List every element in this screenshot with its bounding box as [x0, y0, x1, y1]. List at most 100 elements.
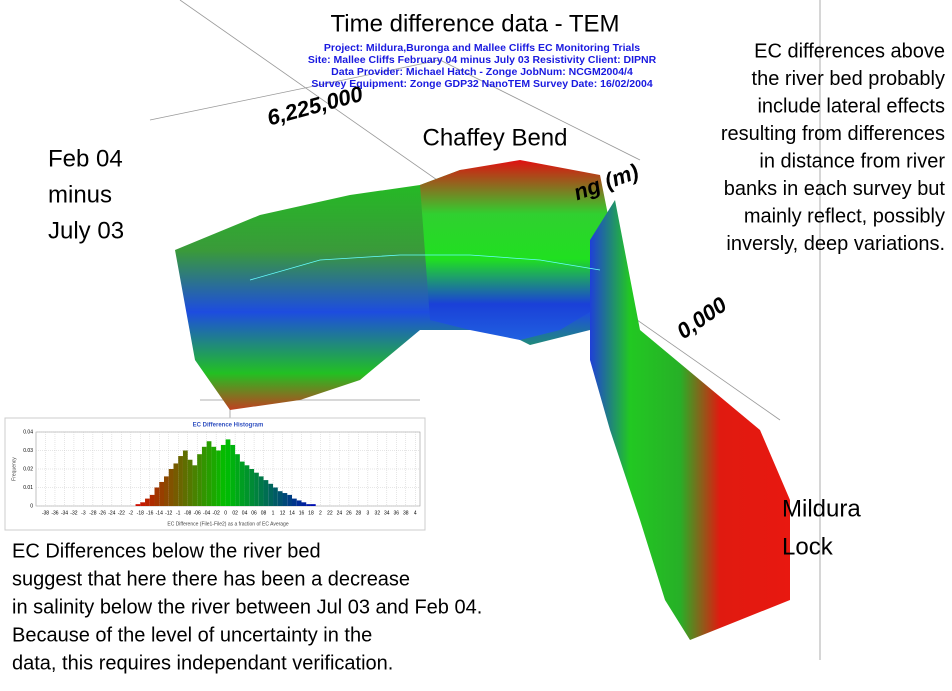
note-line: Because of the level of uncertainty in t… [12, 624, 372, 646]
x-tick-label: -02 [213, 510, 220, 516]
bar [225, 439, 231, 506]
bar [258, 476, 264, 506]
bar [296, 500, 302, 506]
histogram: EC Difference Histogram EC Difference (Fi… [4, 417, 426, 531]
note-line: EC Differences below the river bed [12, 540, 321, 562]
info-line: Project: Mildura,Buronga and Mallee Clif… [324, 42, 640, 54]
note-line: resulting from differences [721, 123, 945, 145]
x-tick-label: -22 [118, 510, 125, 516]
y-tick-label: 0.04 [23, 429, 33, 435]
bar [277, 491, 283, 506]
bar [159, 481, 164, 506]
title: Time difference data - TEM [330, 10, 619, 37]
x-tick-label: -2 [129, 510, 134, 516]
x-tick-label: 14 [289, 510, 295, 516]
note-line: in distance from river [759, 150, 945, 172]
bar [187, 459, 193, 506]
bottom-note: EC Differences below the river bed sugges… [12, 540, 482, 674]
x-tick-label: -06 [194, 510, 201, 516]
y-tick-label: 0.01 [23, 485, 33, 491]
bar [230, 444, 236, 506]
x-tick-label: -28 [89, 510, 96, 516]
easting-title: ng (m) [570, 159, 642, 205]
note-line: suggest that here there has been a decre… [12, 568, 410, 590]
x-label: EC Difference (File1-File2) as a fractio… [167, 521, 288, 527]
left-label: Feb 04 [48, 145, 123, 172]
bar [211, 446, 217, 506]
bar [164, 476, 169, 506]
x-tick-label: -38 [42, 510, 49, 516]
bar [149, 494, 155, 506]
bar [182, 450, 188, 506]
x-tick-label: 3 [366, 510, 369, 516]
x-tick-label: 1 [272, 510, 275, 516]
bar [239, 461, 245, 506]
x-tick-label: 4 [414, 510, 417, 516]
x-tick-label: 06 [251, 510, 257, 516]
x-tick-label: -08 [184, 510, 191, 516]
y-tick-label: 0.02 [23, 466, 33, 472]
bar [173, 463, 179, 506]
note-line: inversly, deep variations. [726, 233, 945, 255]
bar [249, 469, 255, 506]
x-tick-label: 34 [384, 510, 390, 516]
easting-label: 0,000 [672, 291, 732, 343]
note-line: data, this requires independant verifica… [12, 652, 393, 674]
place-label: Lock [782, 533, 834, 560]
bar [301, 502, 307, 506]
bar [154, 487, 160, 506]
left-label: July 03 [48, 217, 124, 244]
bar [268, 483, 274, 506]
x-tick-label: -3 [81, 510, 86, 516]
x-tick-label: -32 [70, 510, 77, 516]
bar [192, 465, 198, 506]
bar [292, 498, 297, 506]
x-tick-label: -36 [51, 510, 58, 516]
x-tick-label: -04 [203, 510, 210, 516]
x-tick-label: 28 [356, 510, 362, 516]
x-tick-label: 2 [319, 510, 322, 516]
note-line: in salinity below the river between Jul … [12, 596, 482, 618]
note-line: include lateral effects [757, 95, 945, 117]
note-line: the river bed probably [752, 68, 945, 90]
bar [306, 504, 311, 506]
bar [178, 456, 183, 506]
info-line: Site: Mallee Cliffs February 04 minus Ju… [308, 54, 657, 66]
x-tick-label: -26 [99, 510, 106, 516]
x-tick-label: -18 [137, 510, 144, 516]
x-tick-label: 16 [299, 510, 305, 516]
bar [206, 441, 212, 506]
info-line: Survey Equipment: Zonge GDP32 NanoTEM Su… [311, 78, 653, 90]
x-tick-label: 36 [394, 510, 400, 516]
x-tick-label: 08 [261, 510, 267, 516]
note-line: mainly reflect, possibly [744, 205, 945, 227]
place-label: Chaffey Bend [423, 124, 568, 151]
x-tick-label: 12 [280, 510, 286, 516]
x-tick-label: 04 [242, 510, 248, 516]
place-label: Mildura [782, 495, 861, 522]
x-tick-label: 32 [375, 510, 381, 516]
info-line: Data Provider: Michael Hatch - Zonge Job… [331, 66, 633, 78]
bar [273, 487, 278, 506]
x-tick-label: 0 [224, 510, 227, 516]
x-tick-label: 18 [308, 510, 314, 516]
x-tick-label: -12 [165, 510, 172, 516]
y-tick-label: 0.03 [23, 448, 33, 454]
x-tick-label: -1 [176, 510, 181, 516]
x-tick-label: -34 [61, 510, 68, 516]
x-tick-label: 26 [346, 510, 352, 516]
bar [282, 493, 288, 506]
x-tick-label: 22 [327, 510, 333, 516]
bar [244, 465, 250, 506]
x-tick-label: 24 [337, 510, 343, 516]
left-label: minus [48, 181, 112, 208]
bar [140, 502, 146, 506]
note-line: EC differences above [754, 40, 945, 62]
bar [201, 446, 207, 506]
x-tick-label: -16 [146, 510, 153, 516]
bar [310, 504, 316, 506]
bar [135, 504, 141, 506]
bar [263, 480, 269, 506]
bar [145, 498, 150, 506]
